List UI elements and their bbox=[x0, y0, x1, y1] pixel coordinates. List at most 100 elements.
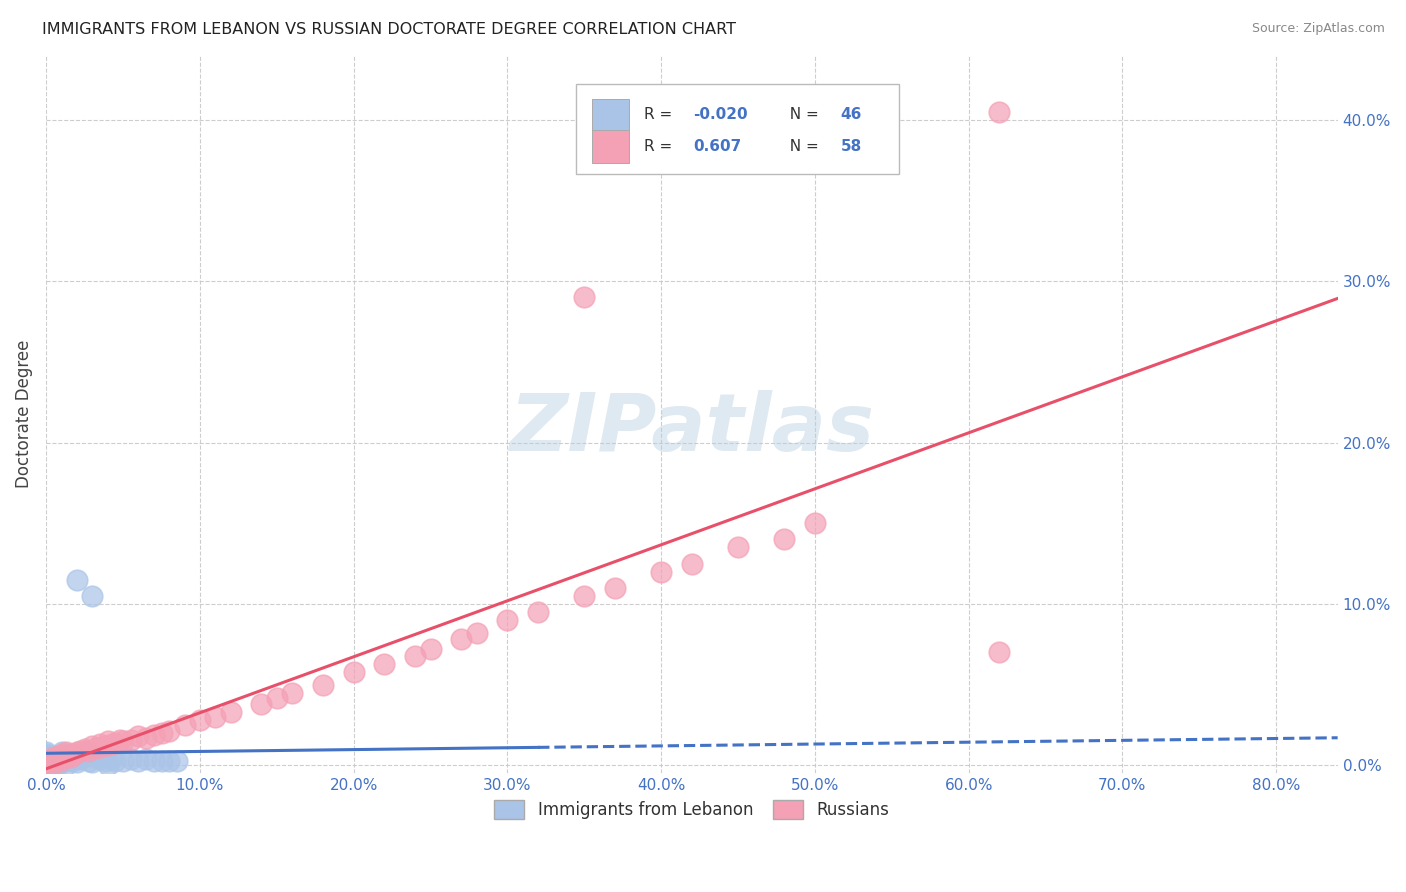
Point bbox=[343, 665, 366, 679]
Text: IMMIGRANTS FROM LEBANON VS RUSSIAN DOCTORATE DEGREE CORRELATION CHART: IMMIGRANTS FROM LEBANON VS RUSSIAN DOCTO… bbox=[42, 22, 737, 37]
Point bbox=[150, 726, 173, 740]
Point bbox=[93, 739, 115, 753]
Point bbox=[112, 734, 135, 748]
Point bbox=[73, 742, 96, 756]
Point bbox=[97, 758, 120, 772]
Point bbox=[58, 752, 80, 766]
Point bbox=[73, 750, 96, 764]
Point bbox=[41, 758, 63, 772]
Point bbox=[63, 747, 86, 761]
Legend: Immigrants from Lebanon, Russians: Immigrants from Lebanon, Russians bbox=[488, 794, 896, 826]
Point bbox=[86, 740, 108, 755]
Text: 46: 46 bbox=[841, 107, 862, 122]
Point bbox=[603, 581, 626, 595]
Point bbox=[188, 713, 211, 727]
Point bbox=[66, 573, 89, 587]
Point bbox=[76, 744, 98, 758]
Point bbox=[82, 739, 104, 753]
Point bbox=[35, 747, 58, 761]
Point bbox=[135, 731, 157, 745]
Point bbox=[82, 755, 104, 769]
Point bbox=[135, 752, 157, 766]
Point bbox=[38, 755, 60, 769]
Point bbox=[173, 718, 195, 732]
Point bbox=[681, 557, 703, 571]
Point bbox=[727, 541, 749, 555]
Point bbox=[35, 758, 58, 772]
Point bbox=[58, 748, 80, 763]
Point bbox=[35, 755, 58, 769]
Point bbox=[527, 605, 550, 619]
Point bbox=[35, 748, 58, 763]
Point bbox=[804, 516, 827, 531]
Text: N =: N = bbox=[780, 139, 824, 153]
Point bbox=[42, 756, 65, 771]
Y-axis label: Doctorate Degree: Doctorate Degree bbox=[15, 340, 32, 489]
Point bbox=[465, 626, 488, 640]
Point bbox=[988, 104, 1011, 119]
FancyBboxPatch shape bbox=[575, 84, 898, 174]
Point bbox=[35, 758, 58, 772]
Point bbox=[150, 754, 173, 768]
Point bbox=[127, 754, 149, 768]
Point bbox=[84, 748, 107, 763]
Point bbox=[73, 746, 96, 760]
Text: 58: 58 bbox=[841, 139, 862, 153]
Point bbox=[44, 750, 66, 764]
Point bbox=[650, 565, 672, 579]
Point bbox=[157, 754, 180, 768]
Point bbox=[42, 754, 65, 768]
Point bbox=[127, 729, 149, 743]
Point bbox=[55, 758, 77, 772]
Point bbox=[58, 747, 80, 761]
Point bbox=[266, 690, 288, 705]
Point bbox=[89, 752, 111, 766]
Point bbox=[66, 755, 89, 769]
Text: ZIPatlas: ZIPatlas bbox=[509, 390, 875, 467]
Point bbox=[49, 754, 72, 768]
Point bbox=[37, 758, 59, 772]
Point bbox=[496, 613, 519, 627]
Point bbox=[450, 632, 472, 647]
Point bbox=[38, 752, 60, 766]
Point bbox=[89, 738, 111, 752]
Point bbox=[373, 657, 395, 671]
Point bbox=[112, 754, 135, 768]
Point bbox=[574, 589, 596, 603]
Point bbox=[166, 754, 188, 768]
Text: R =: R = bbox=[644, 107, 678, 122]
Point bbox=[773, 533, 796, 547]
Text: 0.607: 0.607 bbox=[693, 139, 741, 153]
Point bbox=[51, 746, 73, 760]
Point bbox=[35, 746, 58, 760]
Point bbox=[142, 754, 165, 768]
Point bbox=[53, 754, 76, 768]
Text: -0.020: -0.020 bbox=[693, 107, 748, 122]
Point bbox=[66, 746, 89, 760]
Point bbox=[44, 758, 66, 772]
Point bbox=[108, 732, 131, 747]
Point bbox=[104, 754, 127, 768]
Point bbox=[53, 750, 76, 764]
Point bbox=[60, 754, 83, 768]
Point bbox=[120, 752, 142, 766]
Point bbox=[219, 705, 242, 719]
Point bbox=[204, 710, 226, 724]
Point bbox=[39, 752, 62, 766]
Point bbox=[120, 732, 142, 747]
Point bbox=[46, 754, 69, 768]
Point bbox=[157, 724, 180, 739]
Point bbox=[46, 752, 69, 766]
Point bbox=[101, 738, 124, 752]
Point bbox=[82, 589, 104, 603]
Text: Source: ZipAtlas.com: Source: ZipAtlas.com bbox=[1251, 22, 1385, 36]
Point bbox=[63, 750, 86, 764]
Point bbox=[97, 734, 120, 748]
Point bbox=[37, 754, 59, 768]
Point bbox=[142, 728, 165, 742]
Point bbox=[312, 678, 335, 692]
Point bbox=[69, 744, 91, 758]
Point bbox=[93, 754, 115, 768]
Text: N =: N = bbox=[780, 107, 824, 122]
Text: R =: R = bbox=[644, 139, 682, 153]
